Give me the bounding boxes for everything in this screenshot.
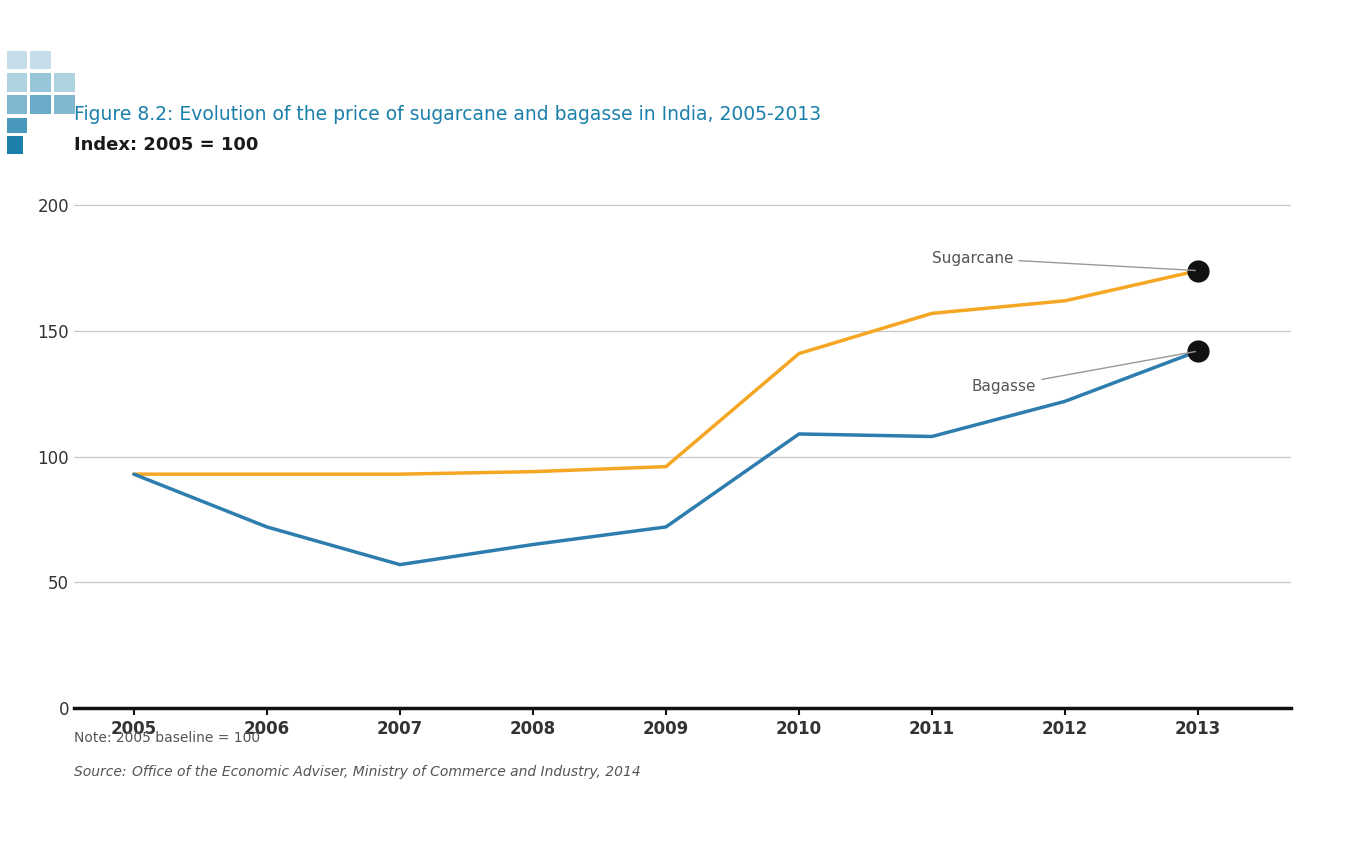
- Text: Bagasse: Bagasse: [972, 352, 1196, 394]
- Text: RENEWABLE POWER GENERATION COSTS IN 2014: RENEWABLE POWER GENERATION COSTS IN 2014: [101, 52, 678, 72]
- Bar: [54, 73, 75, 92]
- Text: Office of the Economic Adviser, Ministry of Commerce and Industry, 2014: Office of the Economic Adviser, Ministry…: [132, 765, 640, 779]
- Bar: [31, 95, 51, 114]
- Bar: [31, 51, 51, 69]
- Bar: [7, 51, 27, 69]
- Bar: [7, 95, 27, 114]
- Text: International Renewable Energy Agency: International Renewable Energy Agency: [1184, 79, 1345, 88]
- Text: Index: 2005 = 100: Index: 2005 = 100: [74, 136, 258, 154]
- Text: IRENA: IRENA: [1184, 31, 1289, 59]
- Bar: [31, 73, 51, 92]
- Text: Sugarcane: Sugarcane: [932, 251, 1196, 270]
- Text: Note: 2005 baseline = 100: Note: 2005 baseline = 100: [74, 731, 260, 745]
- Text: Figure 8.2: Evolution of the price of sugarcane and bagasse in India, 2005-2013: Figure 8.2: Evolution of the price of su…: [74, 106, 820, 124]
- Bar: [54, 95, 75, 114]
- Bar: [7, 118, 27, 136]
- Bar: [7, 73, 27, 92]
- Point: [1188, 263, 1209, 277]
- Text: Source:: Source:: [74, 765, 130, 779]
- Point: [1188, 344, 1209, 358]
